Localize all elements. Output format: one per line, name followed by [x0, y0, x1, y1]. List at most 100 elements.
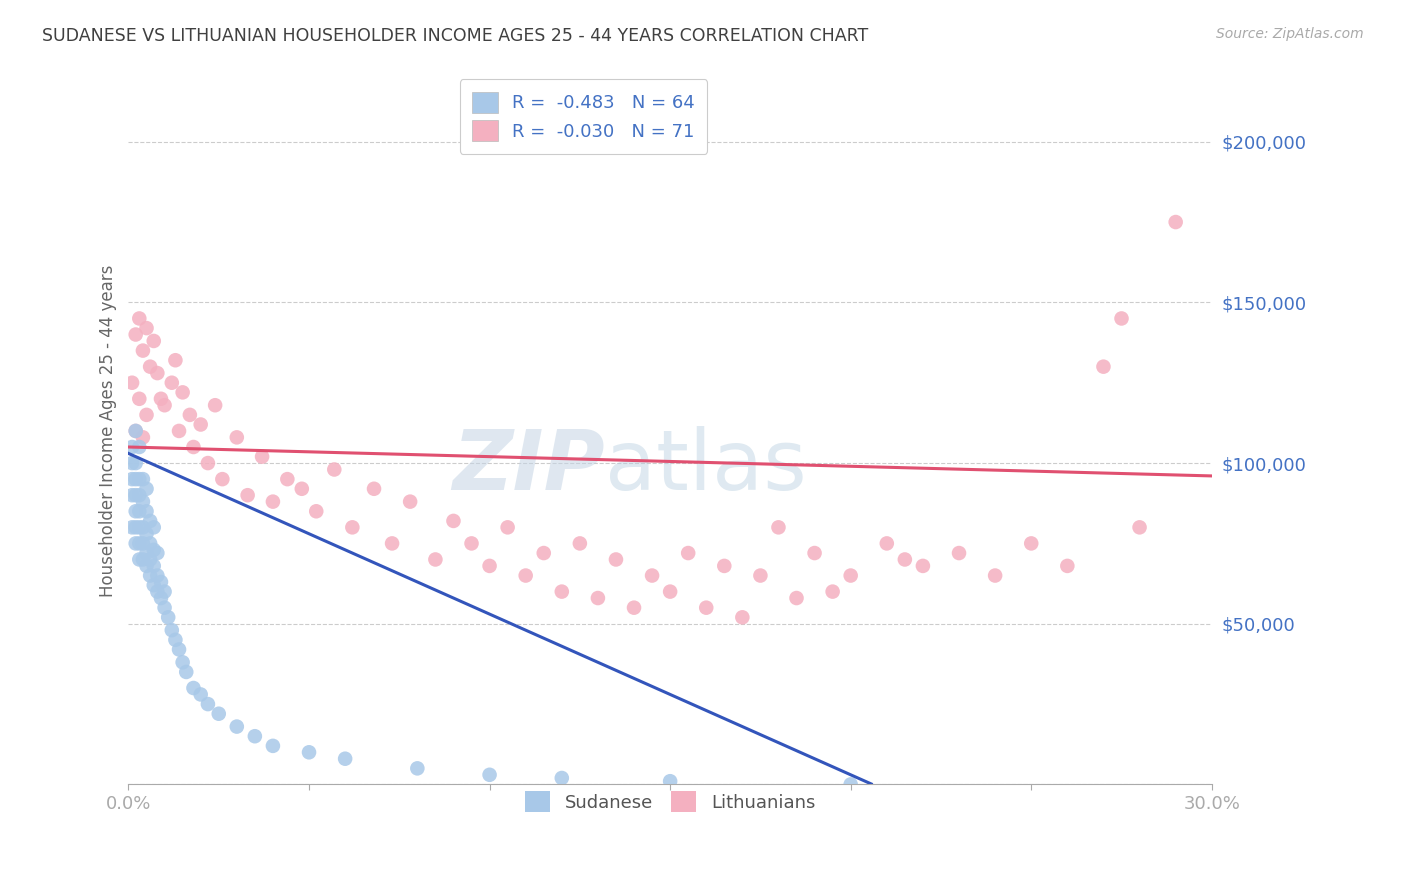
Sudanese [135, 504, 157, 518]
Sudanese [197, 697, 219, 711]
Lithuanians [803, 546, 825, 560]
Lithuanians [894, 552, 917, 566]
Lithuanians [165, 353, 187, 368]
Lithuanians [250, 450, 273, 464]
Sudanese [208, 706, 231, 721]
Lithuanians [1164, 215, 1187, 229]
Sudanese [153, 600, 176, 615]
Lithuanians [821, 584, 844, 599]
Sudanese [125, 520, 148, 534]
Sudanese [142, 542, 165, 557]
Lithuanians [153, 398, 176, 412]
Lithuanians [399, 494, 422, 508]
Sudanese [128, 488, 150, 502]
Sudanese [298, 745, 321, 759]
Sudanese [153, 584, 176, 599]
Lithuanians [1092, 359, 1115, 374]
Lithuanians [731, 610, 754, 624]
Lithuanians [713, 558, 735, 573]
Lithuanians [132, 430, 155, 444]
Lithuanians [695, 600, 717, 615]
Lithuanians [167, 424, 190, 438]
Sudanese [190, 688, 212, 702]
Lithuanians [839, 568, 862, 582]
Lithuanians [128, 392, 150, 406]
Lithuanians [190, 417, 212, 432]
Lithuanians [381, 536, 404, 550]
Lithuanians [139, 359, 162, 374]
Sudanese [135, 558, 157, 573]
Sudanese [128, 552, 150, 566]
Sudanese [839, 777, 862, 791]
Sudanese [125, 472, 148, 486]
Lithuanians [183, 440, 205, 454]
Lithuanians [128, 311, 150, 326]
Sudanese [139, 568, 162, 582]
Lithuanians [132, 343, 155, 358]
Sudanese [146, 568, 169, 582]
Sudanese [167, 642, 190, 657]
Sudanese [128, 440, 150, 454]
Lithuanians [568, 536, 591, 550]
Sudanese [125, 536, 148, 550]
Sudanese [128, 472, 150, 486]
Sudanese [135, 546, 157, 560]
Sudanese [160, 623, 183, 637]
Sudanese [121, 440, 143, 454]
Lithuanians [948, 546, 970, 560]
Lithuanians [659, 584, 682, 599]
Sudanese [243, 729, 266, 743]
Sudanese [121, 520, 143, 534]
Lithuanians [160, 376, 183, 390]
Sudanese [128, 536, 150, 550]
Sudanese [333, 752, 356, 766]
Lithuanians [323, 462, 346, 476]
Lithuanians [135, 321, 157, 335]
Lithuanians [1129, 520, 1152, 534]
Lithuanians [605, 552, 627, 566]
Sudanese [125, 456, 148, 470]
Sudanese [172, 656, 194, 670]
Lithuanians [749, 568, 772, 582]
Sudanese [551, 771, 574, 785]
Lithuanians [586, 591, 609, 605]
Lithuanians [786, 591, 808, 605]
Sudanese [125, 488, 148, 502]
Text: SUDANESE VS LITHUANIAN HOUSEHOLDER INCOME AGES 25 - 44 YEARS CORRELATION CHART: SUDANESE VS LITHUANIAN HOUSEHOLDER INCOM… [42, 27, 869, 45]
Sudanese [183, 681, 205, 695]
Lithuanians [984, 568, 1007, 582]
Lithuanians [425, 552, 447, 566]
Sudanese [142, 558, 165, 573]
Lithuanians [1019, 536, 1042, 550]
Sudanese [157, 610, 180, 624]
Lithuanians [125, 424, 148, 438]
Sudanese [165, 632, 187, 647]
Lithuanians [135, 408, 157, 422]
Y-axis label: Householder Income Ages 25 - 44 years: Householder Income Ages 25 - 44 years [100, 265, 117, 597]
Sudanese [149, 591, 172, 605]
Lithuanians [305, 504, 328, 518]
Sudanese [128, 520, 150, 534]
Lithuanians [1111, 311, 1133, 326]
Lithuanians [641, 568, 664, 582]
Lithuanians [225, 430, 247, 444]
Sudanese [406, 761, 429, 775]
Sudanese [121, 472, 143, 486]
Lithuanians [211, 472, 233, 486]
Lithuanians [172, 385, 194, 400]
Lithuanians [204, 398, 226, 412]
Sudanese [139, 514, 162, 528]
Lithuanians [262, 494, 284, 508]
Text: Source: ZipAtlas.com: Source: ZipAtlas.com [1216, 27, 1364, 41]
Lithuanians [363, 482, 385, 496]
Sudanese [135, 482, 157, 496]
Sudanese [132, 472, 155, 486]
Sudanese [125, 424, 148, 438]
Lithuanians [533, 546, 555, 560]
Sudanese [146, 546, 169, 560]
Sudanese [146, 584, 169, 599]
Lithuanians [876, 536, 898, 550]
Lithuanians [146, 366, 169, 380]
Sudanese [135, 526, 157, 541]
Lithuanians [551, 584, 574, 599]
